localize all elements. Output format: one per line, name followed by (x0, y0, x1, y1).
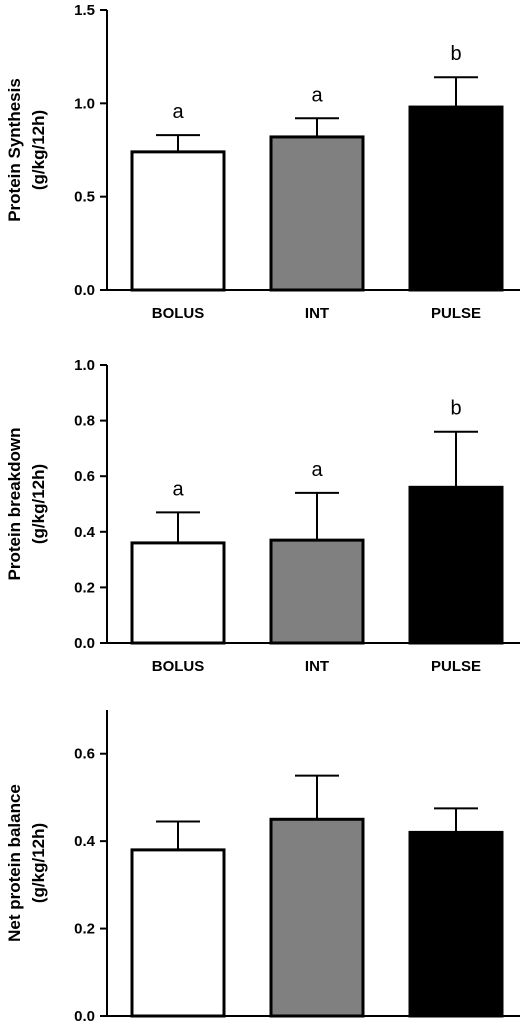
bar-pulse (408, 830, 504, 1018)
x-tick-label: PULSE (431, 658, 481, 675)
chart-panel-1: a BOLUS a INT b PULSE 0.0 0.5 1.0 1.5 Protein Synt… (5, 2, 520, 322)
bar-pulse (408, 485, 504, 645)
x-tick-label: BOLUS (152, 305, 205, 322)
significance-label: a (172, 101, 184, 123)
bar-bolus (130, 848, 226, 1018)
x-tick-label: INT (305, 658, 329, 675)
y-axis-label: Net protein balance (5, 784, 24, 942)
y-axis-label-units: (g/kg/12h) (29, 110, 48, 190)
significance-label: a (172, 478, 184, 500)
y-tick-label: 0.0 (74, 282, 95, 299)
y-axis-label-units: (g/kg/12h) (29, 464, 48, 544)
significance-label: a (311, 84, 323, 106)
bar-int (269, 817, 365, 1018)
y-tick-label: 0.8 (74, 413, 95, 430)
y-axis-label: Protein breakdown (5, 427, 24, 580)
y-tick-label: 0.0 (74, 1008, 95, 1024)
y-tick-label: 0.6 (74, 468, 95, 485)
y-tick-label: 0.2 (74, 579, 95, 596)
y-tick-label: 1.5 (74, 2, 95, 19)
x-tick-label: PULSE (431, 305, 481, 322)
y-tick-label: 0.5 (74, 189, 95, 206)
y-tick-label: 1.0 (74, 95, 95, 112)
y-tick-label: 0.0 (74, 635, 95, 652)
significance-label: a (311, 459, 323, 481)
y-tick-label: 0.4 (74, 833, 96, 850)
chart-panel-2: a BOLUS a INT b PULSE 0.0 0.2 0.4 0.6 0.8 1.0 Protei… (5, 357, 520, 675)
significance-label: b (450, 43, 461, 65)
y-axis-label: Protein Synthesis (5, 78, 24, 222)
bar-pulse (408, 105, 504, 292)
x-tick-label: INT (305, 305, 329, 322)
bar-int (269, 135, 365, 292)
y-axis-label-units: (g/kg/12h) (29, 823, 48, 903)
bar-int (269, 538, 365, 645)
bar-bolus (130, 541, 226, 645)
y-tick-label: 0.2 (74, 921, 95, 938)
bar-bolus (130, 150, 226, 292)
y-tick-label: 0.6 (74, 746, 95, 763)
x-tick-label: BOLUS (152, 658, 205, 675)
y-tick-label: 1.0 (74, 357, 95, 374)
y-tick-label: 0.4 (74, 524, 96, 541)
significance-label: b (450, 398, 461, 420)
